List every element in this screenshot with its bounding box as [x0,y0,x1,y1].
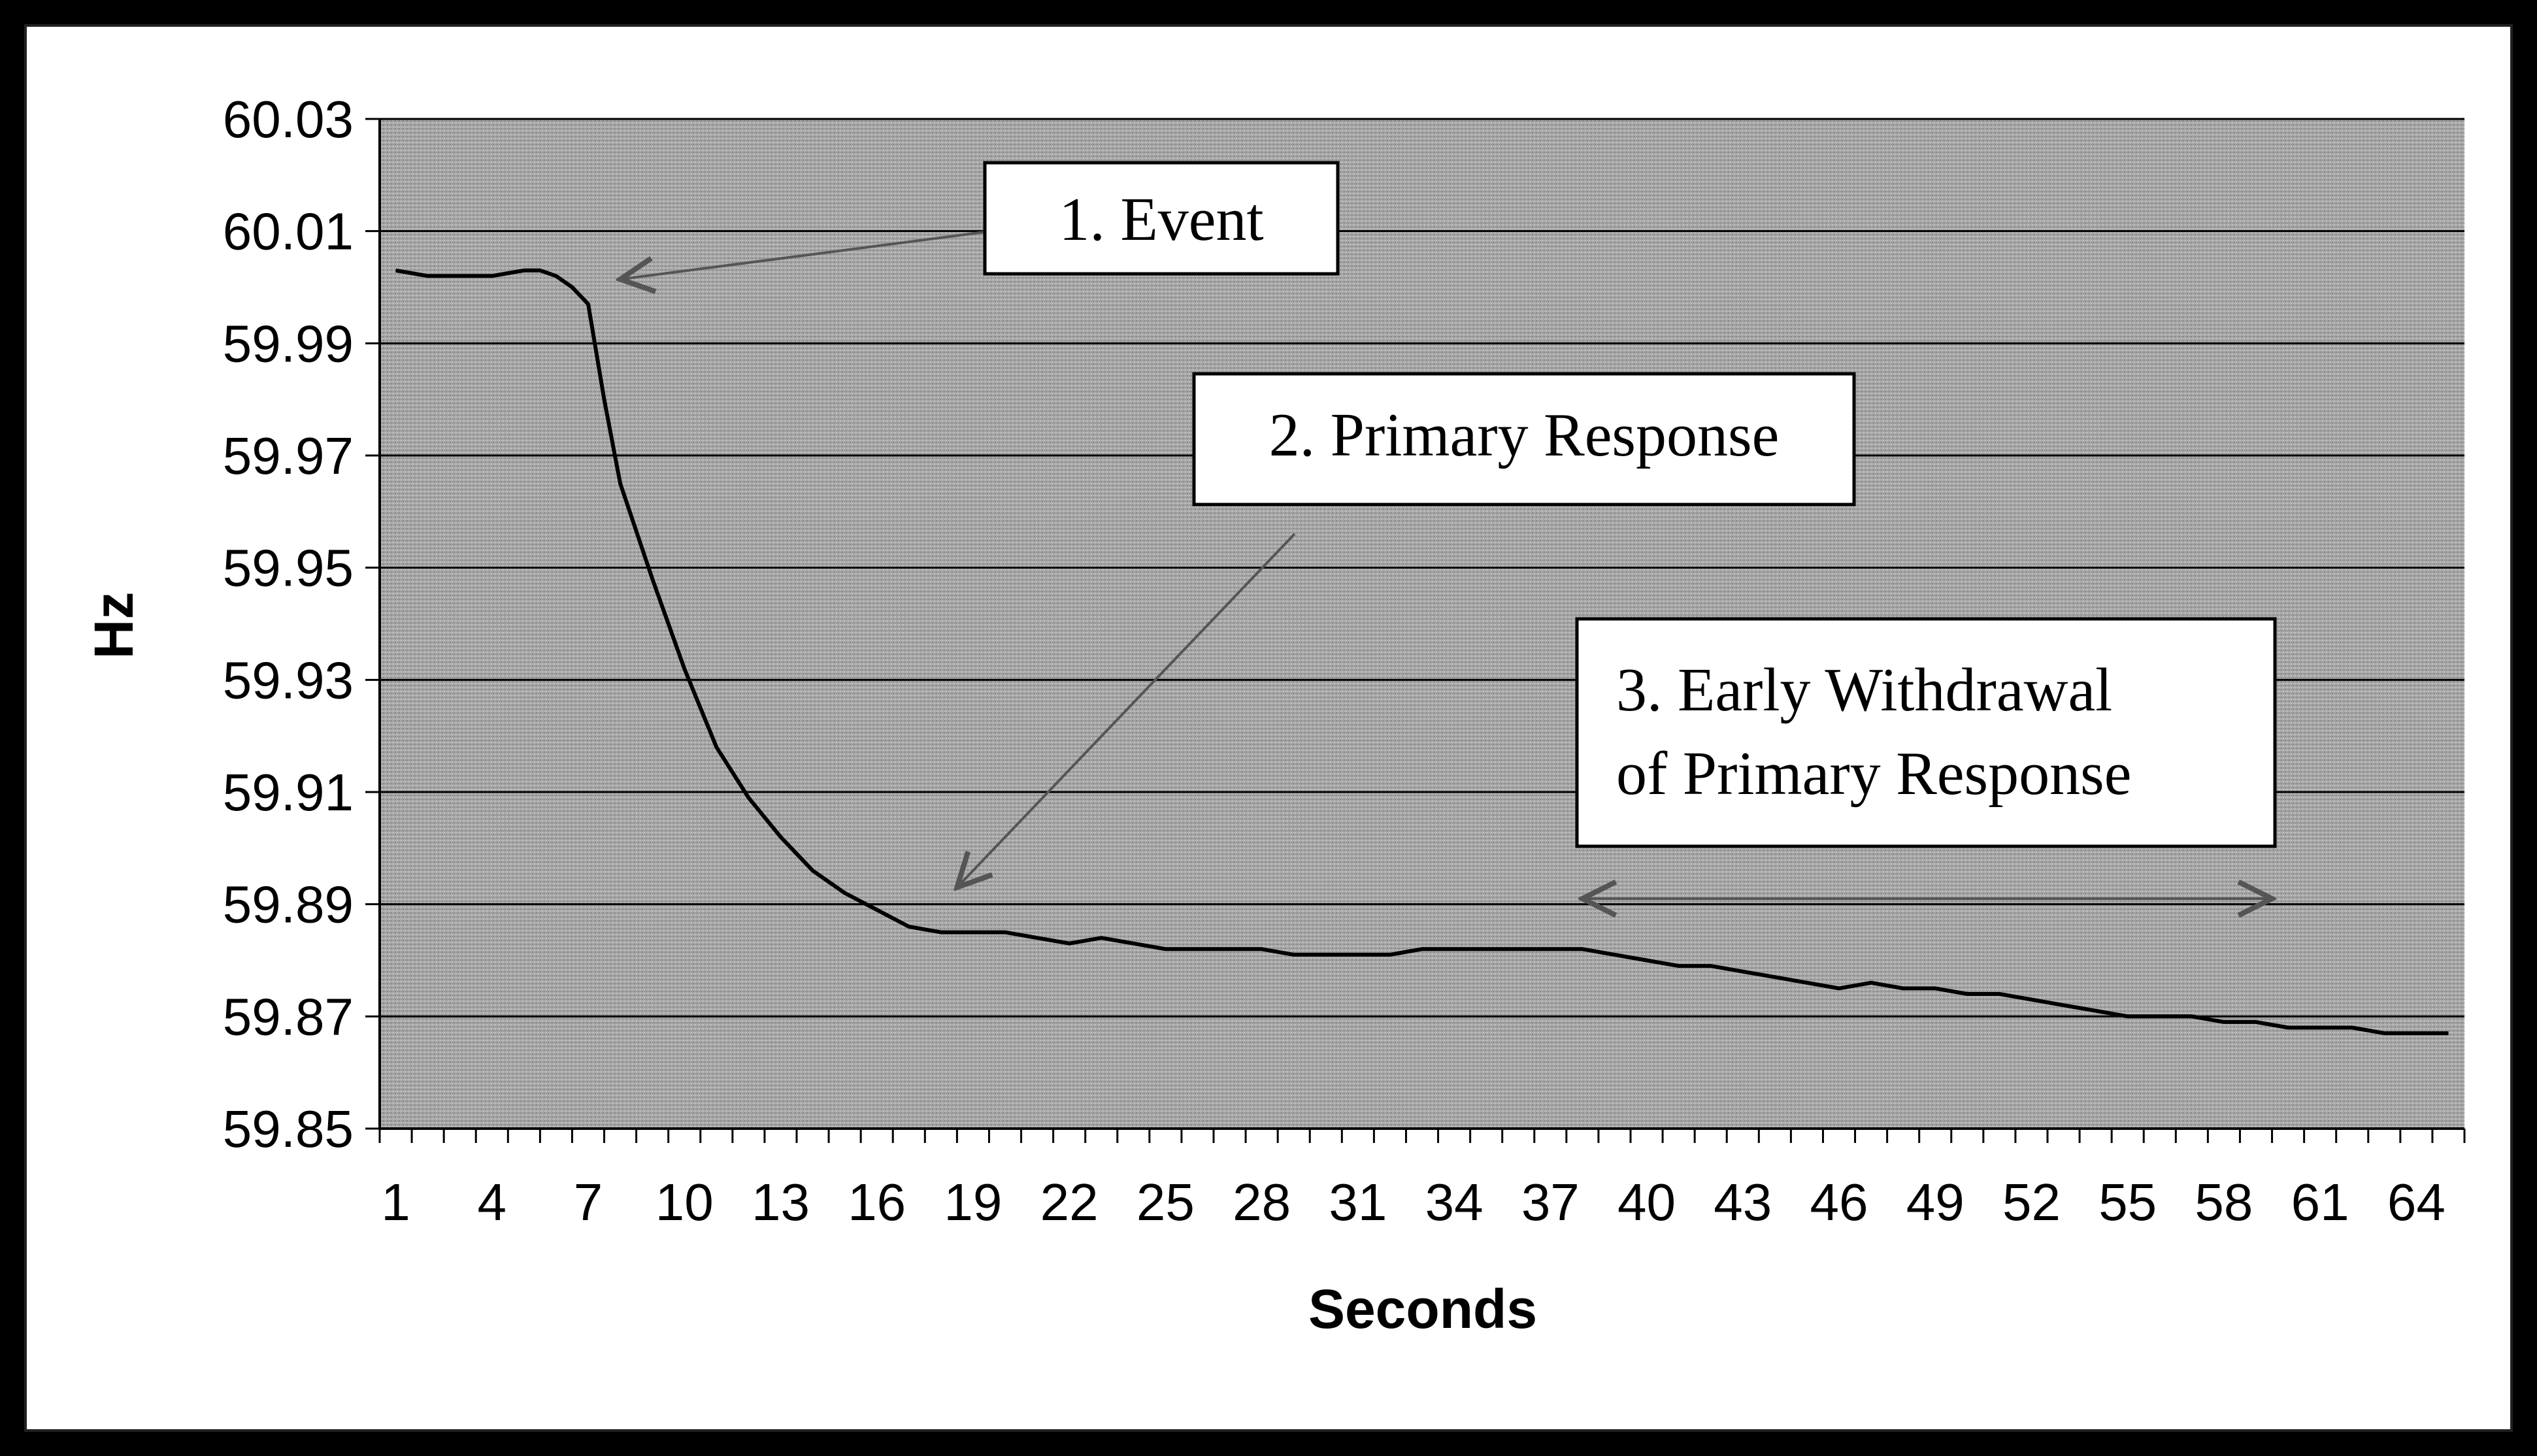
y-tick-label: 59.85 [223,1100,354,1158]
early-withdrawal-callout-text: 3. Early Withdrawal of Primary Response [1616,656,2131,808]
chart-frame: 60.03 60.01 59.99 59.97 59.95 59.93 59.91 59.89… [24,24,2513,1432]
early-withdrawal-callout-line: of Primary Response [1616,740,2131,808]
x-tick-label: 58 [2195,1173,2253,1231]
x-tick-label: 22 [1040,1173,1099,1231]
x-tick-label: 7 [574,1173,603,1231]
y-tick-label: 59.97 [223,427,354,485]
x-tick-label: 4 [478,1173,507,1231]
x-axis-title: Seconds [1308,1278,1537,1340]
frequency-chart: 60.03 60.01 59.99 59.97 59.95 59.93 59.91 59.89… [83,90,2466,1340]
early-withdrawal-callout-line: 3. Early Withdrawal [1616,656,2112,724]
x-tick-label: 31 [1329,1173,1387,1231]
x-tick-label: 19 [944,1173,1002,1231]
x-tick-label: 16 [848,1173,906,1231]
x-tick-label: 61 [2291,1173,2349,1231]
primary-response-callout-text: 2. Primary Response [1269,401,1780,469]
x-tick-label: 52 [2002,1173,2061,1231]
y-tick-label: 60.03 [223,90,354,148]
y-tick-label: 59.93 [223,651,354,709]
y-tick-label: 59.99 [223,314,354,372]
y-tick-label: 59.91 [223,763,354,821]
x-tick-label: 34 [1425,1173,1484,1231]
event-callout-box [983,161,1340,276]
x-tick-label: 37 [1521,1173,1580,1231]
x-tick-label: 10 [655,1173,714,1231]
y-tick-label: 59.87 [223,987,354,1046]
x-tick-label: 13 [752,1173,810,1231]
x-tick-label: 28 [1233,1173,1291,1231]
primary-response-arrow [957,533,1296,887]
primary-response-callout-box [1192,372,1856,506]
x-tick-label: 49 [1906,1173,1965,1231]
event-callout-text: 1. Event [1059,186,1263,254]
event-arrow [620,231,986,279]
x-tick-label: 25 [1136,1173,1195,1231]
y-tick-label: 59.95 [223,539,354,597]
y-tick-label: 59.89 [223,876,354,934]
x-tick-label: 64 [2387,1173,2446,1231]
early-withdrawal-callout-box [1575,617,2277,848]
x-tick-label: 46 [1810,1173,1868,1231]
frequency-line [395,268,2449,1036]
y-axis-title: Hz [83,592,144,659]
x-tick-label: 55 [2098,1173,2157,1231]
x-tick-label: 40 [1617,1173,1676,1231]
x-tick-label: 1 [381,1173,410,1231]
x-tick-label: 43 [1714,1173,1772,1231]
y-tick-label: 60.01 [223,203,354,261]
